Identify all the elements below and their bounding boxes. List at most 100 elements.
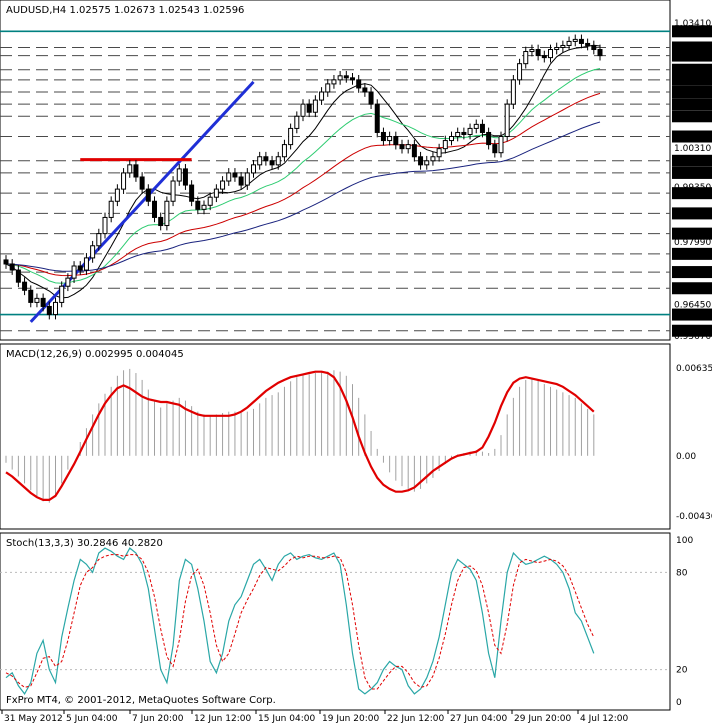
candle-body: [300, 103, 306, 117]
candle-body: [442, 140, 448, 150]
candle-body: [34, 297, 40, 303]
price-label-box: [672, 282, 712, 295]
candle-body: [535, 49, 541, 57]
candle-body: [90, 245, 96, 259]
candle-body: [195, 200, 201, 210]
price-label-box: [672, 247, 712, 260]
price-tick-label: 0.96850: [674, 284, 711, 294]
candle-body: [362, 87, 368, 93]
time-tick-label: 7 Jun 20:00: [132, 714, 184, 724]
price-label-box: [672, 266, 712, 279]
price-pane-border: [0, 0, 671, 341]
price-tick-label: 0.95800: [674, 327, 711, 337]
candle-body: [108, 200, 114, 218]
candle-body: [59, 285, 65, 303]
candle-body: [455, 131, 461, 138]
candle-body: [46, 305, 52, 316]
candle-body: [288, 127, 294, 146]
macd-tick-label: 0.00635: [676, 364, 712, 374]
candle-body: [176, 168, 182, 182]
candle-body: [591, 44, 597, 51]
price-label-box: [672, 73, 712, 86]
candle-body: [263, 156, 269, 162]
candle-body: [121, 172, 127, 190]
candle-body: [418, 156, 424, 166]
time-axis: 31 May 2012 5 Jun 04:00 7 Jun 20:00 12 Jun …: [1, 710, 629, 724]
price-tick-label: 0.96200: [674, 311, 711, 321]
time-tick-label: 31 May 2012: [4, 714, 63, 724]
candle-body: [294, 115, 300, 129]
candle-body: [566, 40, 572, 46]
candle-body: [15, 269, 21, 283]
candle-body: [40, 297, 46, 307]
candle-body: [269, 160, 275, 166]
price-label-box: [672, 63, 712, 76]
price-tick-label: 0.99700: [674, 169, 711, 179]
candle-body: [449, 136, 454, 142]
candle-body: [71, 265, 77, 279]
time-tick-label: 19 Jun 20:00: [322, 714, 379, 724]
candle-body: [430, 156, 436, 162]
macd-signal-path: [5, 370, 595, 501]
stoch-title: Stoch(13,3,3) 30.2846 40.2820: [6, 538, 163, 549]
macd-histogram: [5, 368, 595, 503]
price-tick-label: 1.00310: [674, 144, 711, 154]
candle-body: [244, 172, 250, 186]
price-label-box: [672, 49, 712, 62]
candle-body: [3, 259, 9, 265]
candle-body: [578, 38, 584, 44]
candle-body: [510, 79, 516, 105]
candle-body: [102, 216, 108, 235]
macd-signal-line: [5, 370, 595, 501]
candle-body: [393, 136, 399, 146]
time-tick-label: 4 Jul 12:00: [580, 714, 629, 724]
price-label-box: [672, 187, 712, 200]
candle-body: [325, 83, 331, 93]
time-tick-label: 5 Jun 04:00: [66, 714, 118, 724]
candle-body: [424, 160, 430, 166]
candle-body: [170, 180, 176, 202]
candle-body: [77, 265, 83, 271]
candle-body: [356, 79, 362, 89]
copyright-text: FxPro MT4, © 2001-2012, MetaQuotes Softw…: [6, 695, 276, 706]
price-label-box: [672, 227, 712, 240]
candle-body: [28, 289, 34, 303]
price-label-box: [672, 207, 712, 220]
candle-body: [220, 180, 226, 190]
candle-body: [9, 263, 15, 271]
price-tick-label: 1.02000: [674, 76, 711, 86]
candle-body: [479, 123, 485, 133]
candle-body: [387, 136, 393, 142]
stoch-signal-line: [5, 554, 595, 690]
candle-body: [139, 176, 145, 190]
candle-body: [498, 136, 504, 154]
candle-body: [182, 168, 188, 186]
candle-body: [158, 216, 164, 227]
candle-body: [226, 172, 232, 182]
price-tick-label: 0.98700: [674, 209, 711, 219]
candle-body: [213, 188, 219, 198]
candle-body: [486, 131, 492, 146]
stoch-levels: [0, 571, 670, 671]
candle-body: [504, 103, 510, 138]
price-label-box: [672, 110, 712, 123]
candle-body: [517, 63, 523, 81]
price-tick-label: 1.03200: [674, 27, 711, 37]
price-label-box: [672, 86, 712, 99]
price-tick-label: 1.02600: [674, 52, 711, 62]
candle-body: [554, 46, 560, 51]
price-label-box: [672, 166, 712, 179]
price-tick-label: 1.00600: [674, 133, 711, 143]
candle-body: [548, 49, 553, 59]
time-tick-label: 12 Jun 12:00: [194, 714, 251, 724]
price-label-box: [672, 130, 712, 143]
candle-body: [53, 301, 58, 316]
candle-body: [350, 77, 355, 81]
candle-body: [572, 38, 578, 42]
macd-pane: 0.00635 0.00 -0.00436 MACD(12,26,9) 0.0029…: [0, 343, 712, 530]
stoch-main-line: [5, 547, 595, 695]
stoch-tick-label: 100: [676, 536, 693, 546]
stoch-axis: 100 80 20 0: [676, 536, 693, 708]
